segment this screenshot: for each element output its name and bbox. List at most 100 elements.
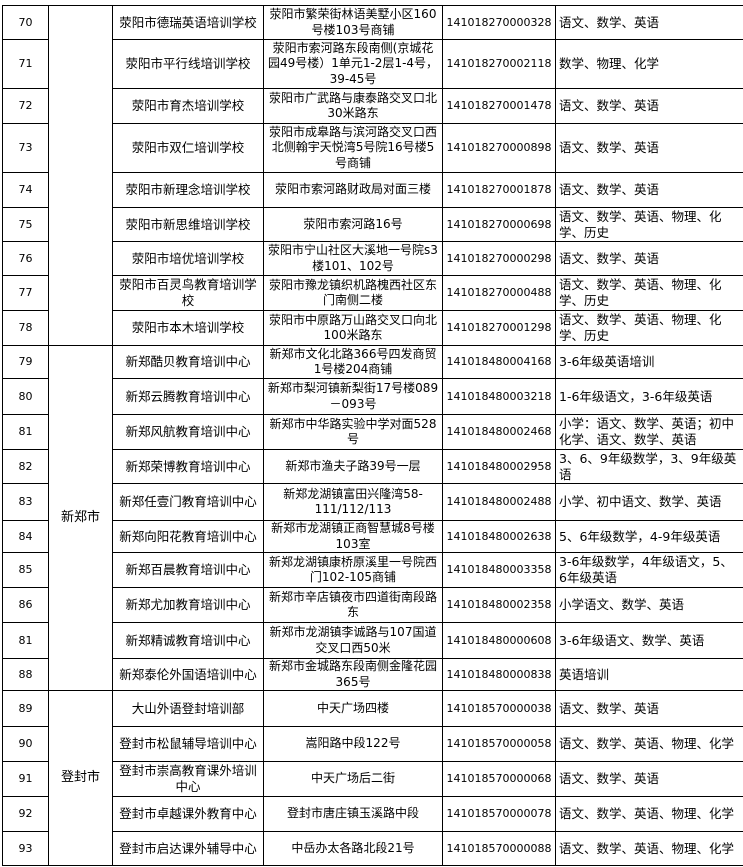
table-row: 91 登封市崇高教育课外培训中心 中天广场后二街 141018570000068 语文、… <box>2 761 743 797</box>
license-number: 141018270001878 <box>442 172 556 208</box>
institution-address: 登封市唐庄镇玉溪路中段 <box>263 796 443 832</box>
license-number: 141018480003218 <box>442 378 556 415</box>
institution-name: 新郑尤加教育培训中心 <box>112 587 264 623</box>
table-row: 74 荥阳市新理念培训学校 荥阳市索河路财政局对面三楼 141018270001878… <box>2 172 743 208</box>
row-number: 70 <box>2 5 49 40</box>
row-number: 93 <box>2 831 49 866</box>
institution-name: 新郑任壹门教育培训中心 <box>112 483 264 521</box>
institution-address: 新郑市龙湖镇正商智慧城8号楼103室 <box>263 520 443 553</box>
institution-name: 新郑精诚教育培训中心 <box>112 622 264 659</box>
subjects: 语文、数学、英语 <box>555 172 743 208</box>
row-number: 80 <box>2 378 49 415</box>
row-number: 72 <box>2 88 49 124</box>
subjects: 语文、数学、英语 <box>555 690 743 727</box>
subjects: 5、6年级数学，4-9年级英语 <box>555 520 743 553</box>
institution-name: 大山外语登封培训部 <box>112 690 264 727</box>
table-row: 86 新郑尤加教育培训中心 新郑市辛店镇夜市四道街南段路东 1410184800023… <box>2 587 743 623</box>
table-row: 73 荥阳市双仁培训学校 荥阳市成皋路与滨河路交叉口西北侧翰宇天悦湾5号院16号楼5… <box>2 123 743 173</box>
table-row: 85 新郑百晨教育培训中心 新郑龙湖镇康桥原溪里一号院西门102-105商铺 1410… <box>2 552 743 588</box>
institution-name: 登封市崇高教育课外培训中心 <box>112 761 264 797</box>
subjects: 语文、数学、英语 <box>555 88 743 124</box>
license-number: 141018270001478 <box>442 88 556 124</box>
row-number: 82 <box>2 449 49 484</box>
row-number: 74 <box>2 172 49 208</box>
license-number: 141018270000298 <box>442 241 556 276</box>
institution-address: 新郑市渔夫子路39号一层 <box>263 449 443 484</box>
subjects: 语文、数学、英语、物理、化学 <box>555 726 743 762</box>
row-number: 81 <box>2 414 49 450</box>
subjects: 小学、初中语文、数学、英语 <box>555 483 743 521</box>
institution-address: 新郑龙湖镇富田兴隆湾58-111/112/113 <box>263 483 443 521</box>
subjects: 语文、数学、英语 <box>555 761 743 797</box>
institution-address: 荥阳市广武路与康泰路交叉口北30米路东 <box>263 88 443 124</box>
table-row: 81 新郑风航教育培训中心 新郑市中华路实验中学对面528号 141018480002… <box>2 414 743 450</box>
license-number: 141018270000328 <box>442 5 556 40</box>
table-row: 79 新郑市 新郑酷贝教育培训中心 新郑市文化北路366号四发商贸1号楼204商铺 14… <box>2 345 743 691</box>
table-row: 75 荥阳市新思维培训学校 荥阳市索河路16号 141018270000698 语文、数… <box>2 207 743 242</box>
table-row: 76 荥阳市培优培训学校 荥阳市宁山社区大溪地一号院s3楼101、102号 14101… <box>2 241 743 276</box>
license-number: 141018480004168 <box>442 345 556 379</box>
institution-name: 新郑风航教育培训中心 <box>112 414 264 450</box>
table-row: 88 新郑泰伦外国语培训中心 新郑市金城路东段南侧金隆花园365号 141018480… <box>2 658 743 691</box>
institution-address: 新郑市金城路东段南侧金隆花园365号 <box>263 658 443 691</box>
institution-address: 荥阳市繁荣街林语美墅小区160号楼103号商铺 <box>263 5 443 40</box>
institution-address: 新郑市文化北路366号四发商贸1号楼204商铺 <box>263 345 443 379</box>
table-row: 70 荥阳市德瑞英语培训学校 荥阳市繁荣街林语美墅小区160号楼103号商铺 1410… <box>2 5 743 346</box>
license-number: 141018480002488 <box>442 483 556 521</box>
city-cell: 登封市 <box>48 690 113 866</box>
license-number: 141018480000838 <box>442 658 556 691</box>
institution-name: 荥阳市新理念培训学校 <box>112 172 264 208</box>
subjects: 语文、数学、英语、物理、化学 <box>555 831 743 866</box>
table-row: 82 新郑荣博教育培训中心 新郑市渔夫子路39号一层 141018480002958 3… <box>2 449 743 484</box>
table-row: 92 登封市卓越课外教育中心 登封市唐庄镇玉溪路中段 141018570000078 语… <box>2 796 743 832</box>
license-number: 141018270002118 <box>442 39 556 89</box>
row-number: 78 <box>2 310 49 346</box>
subjects: 语文、数学、英语、物理、化学、历史 <box>555 275 743 311</box>
institution-name: 荥阳市培优培训学校 <box>112 241 264 276</box>
table-row: 90 登封市松鼠辅导培训中心 嵩阳路中段122号 141018570000058 语文、… <box>2 726 743 762</box>
institution-name: 荥阳市新思维培训学校 <box>112 207 264 242</box>
table-row: 81 新郑精诚教育培训中心 新郑市龙湖镇李诚路与107国道交叉口西50米 141018… <box>2 622 743 659</box>
license-number: 141018480000608 <box>442 622 556 659</box>
institution-name: 荥阳市百灵鸟教育培训学校 <box>112 275 264 311</box>
subjects: 3-6年级语文、数学、英语 <box>555 622 743 659</box>
subjects: 数学、物理、化学 <box>555 39 743 89</box>
subjects: 小学：语文、数学、英语；初中化学、语文、数学、英语 <box>555 414 743 450</box>
institution-address: 新郑龙湖镇康桥原溪里一号院西门102-105商铺 <box>263 552 443 588</box>
subjects: 语文、数学、英语 <box>555 241 743 276</box>
table-row: 84 新郑向阳花教育培训中心 新郑市龙湖镇正商智慧城8号楼103室 141018480… <box>2 520 743 553</box>
table-row: 83 新郑任壹门教育培训中心 新郑龙湖镇富田兴隆湾58-111/112/113 141… <box>2 483 743 521</box>
table-row: 80 新郑云腾教育培训中心 新郑市梨河镇新梨街17号楼089－093号 1410184… <box>2 378 743 415</box>
institution-address: 荥阳市豫龙镇织机路槐西社区东门南侧二楼 <box>263 275 443 311</box>
license-number: 141018570000088 <box>442 831 556 866</box>
row-number: 86 <box>2 587 49 623</box>
institution-address: 荥阳市索河路财政局对面三楼 <box>263 172 443 208</box>
institution-address: 荥阳市索河路东段南侧(京城花园49号楼）1单元1-2层1-4号，39-45号 <box>263 39 443 89</box>
license-number: 141018570000038 <box>442 690 556 727</box>
license-number: 141018480002468 <box>442 414 556 450</box>
table-row: 77 荥阳市百灵鸟教育培训学校 荥阳市豫龙镇织机路槐西社区东门南侧二楼 1410182… <box>2 275 743 311</box>
row-number: 79 <box>2 345 49 379</box>
row-number: 73 <box>2 123 49 173</box>
training-institution-table: 70 荥阳市德瑞英语培训学校 荥阳市繁荣街林语美墅小区160号楼103号商铺 1410… <box>2 5 743 866</box>
row-number: 71 <box>2 39 49 89</box>
institution-address: 新郑市中华路实验中学对面528号 <box>263 414 443 450</box>
subjects: 语文、数学、英语、物理、化学 <box>555 796 743 832</box>
institution-name: 登封市卓越课外教育中心 <box>112 796 264 832</box>
table-row: 78 荥阳市本木培训学校 荥阳市中原路万山路交叉口向北100米路东 141018270… <box>2 310 743 346</box>
institution-name: 新郑百晨教育培训中心 <box>112 552 264 588</box>
subjects: 小学语文、数学、英语 <box>555 587 743 623</box>
subjects: 1-6年级语文，3-6年级英语 <box>555 378 743 415</box>
institution-name: 荥阳市平行线培训学校 <box>112 39 264 89</box>
subjects: 语文、数学、英语、物理、化学、历史 <box>555 310 743 346</box>
city-cell <box>48 5 113 346</box>
license-number: 141018480002638 <box>442 520 556 553</box>
row-number: 81 <box>2 622 49 659</box>
table-row: 89 登封市 大山外语登封培训部 中天广场四楼 141018570000038 语文、数学… <box>2 690 743 866</box>
row-number: 92 <box>2 796 49 832</box>
row-number: 85 <box>2 552 49 588</box>
subjects: 英语培训 <box>555 658 743 691</box>
row-number: 90 <box>2 726 49 762</box>
institution-address: 中天广场后二街 <box>263 761 443 797</box>
institution-address: 荥阳市宁山社区大溪地一号院s3楼101、102号 <box>263 241 443 276</box>
